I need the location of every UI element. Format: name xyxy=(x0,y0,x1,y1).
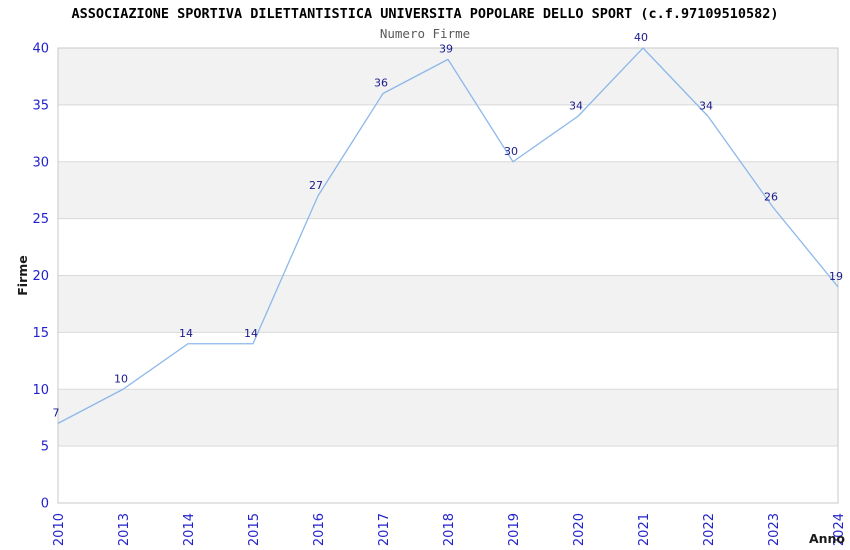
x-tick-label: 2021 xyxy=(637,513,652,546)
plot-band-white xyxy=(58,446,838,503)
plot-band-white xyxy=(58,332,838,390)
chart-title: ASSOCIAZIONE SPORTIVA DILETTANTISTICA UN… xyxy=(71,6,779,22)
x-tick-label: 2013 xyxy=(117,513,132,546)
data-point-label: 36 xyxy=(374,77,388,90)
x-tick-label: 2019 xyxy=(507,513,522,546)
data-point-label: 40 xyxy=(634,31,648,44)
data-point-label: 19 xyxy=(829,270,843,283)
x-tick-label: 2020 xyxy=(572,513,587,546)
y-tick-label: 30 xyxy=(32,155,49,170)
x-tick-label: 2010 xyxy=(52,513,67,546)
x-tick-label: 2024 xyxy=(832,513,847,546)
data-point-label: 34 xyxy=(699,99,713,112)
y-tick-label: 15 xyxy=(32,326,49,341)
data-point-label: 34 xyxy=(569,99,583,112)
y-tick-label: 10 xyxy=(32,383,49,398)
data-point-label: 10 xyxy=(114,372,128,385)
plot-band-gray xyxy=(58,161,838,219)
x-tick-label: 2015 xyxy=(247,513,262,546)
x-tick-label: 2022 xyxy=(702,513,717,546)
plot-band-white xyxy=(58,218,838,276)
y-tick-label: 0 xyxy=(41,497,49,512)
data-line xyxy=(57,47,839,424)
y-tick-label: 20 xyxy=(32,269,49,284)
data-point-label: 14 xyxy=(179,327,193,340)
x-tick-label: 2023 xyxy=(767,513,782,546)
x-tick-label: 2014 xyxy=(182,513,197,546)
data-point-label: 27 xyxy=(309,179,323,192)
x-tick-label: 2016 xyxy=(312,513,327,546)
x-axis-title: Anno xyxy=(809,531,845,546)
plot-band-gray xyxy=(58,48,838,105)
x-tick-label: 2018 xyxy=(442,513,457,546)
x-tick-label: 2017 xyxy=(377,513,392,546)
data-point-label: 14 xyxy=(244,327,258,340)
chart-subtitle: Numero Firme xyxy=(379,26,471,41)
y-tick-label: 40 xyxy=(32,42,49,57)
data-point-label: 30 xyxy=(504,145,518,158)
y-tick-label: 25 xyxy=(32,212,49,227)
plot-band-gray xyxy=(58,389,838,447)
plot-band-white xyxy=(58,104,838,162)
data-point-label: 7 xyxy=(53,406,60,419)
data-point-label: 26 xyxy=(764,190,778,203)
plot-border xyxy=(57,47,839,504)
y-tick-label: 5 xyxy=(41,440,49,455)
plot-band-gray xyxy=(58,275,838,333)
y-axis-title: Firme xyxy=(15,255,30,296)
data-point-label: 39 xyxy=(439,42,453,55)
y-tick-label: 35 xyxy=(32,98,49,113)
